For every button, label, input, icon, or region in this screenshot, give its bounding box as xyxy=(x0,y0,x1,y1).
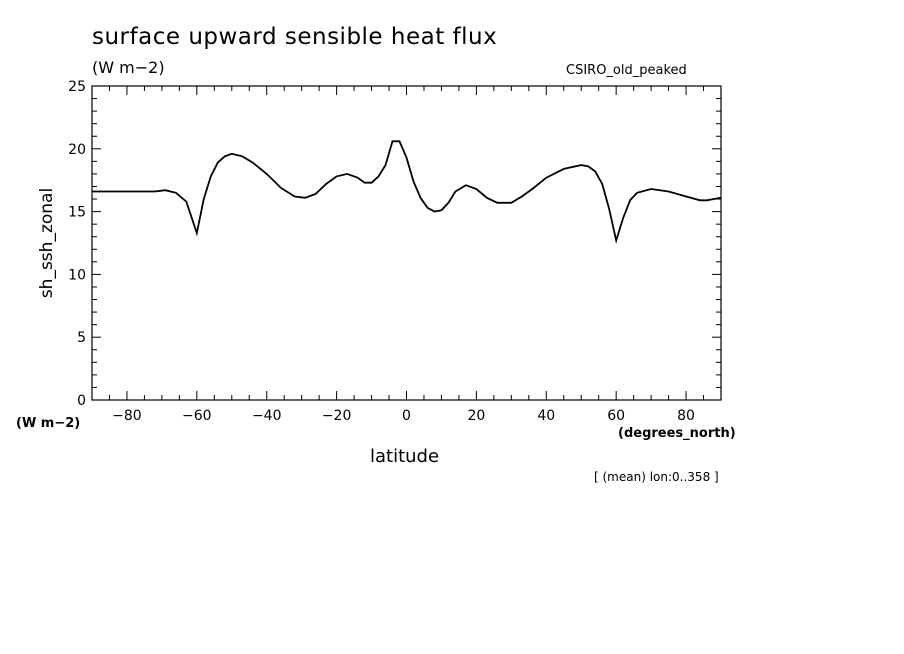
averaging-note: [ (mean) lon:0..358 ] xyxy=(594,470,719,484)
plot-frame xyxy=(91,85,722,401)
x-tick-label: −60 xyxy=(182,408,212,424)
x-axis-label: latitude xyxy=(370,446,440,467)
model-name: CSIRO_old_peaked xyxy=(566,63,687,78)
x-tick-label: −80 xyxy=(112,408,142,424)
x-tick-label: 80 xyxy=(677,408,695,424)
x-tick-label: −20 xyxy=(322,408,352,424)
axis-ticks xyxy=(91,85,722,401)
x-axis-unit: (degrees_north) xyxy=(618,426,736,441)
x-tick-label: 60 xyxy=(607,408,625,424)
x-tick-label: 0 xyxy=(402,408,411,424)
y-tick-label: 20 xyxy=(68,142,86,158)
y-tick-label: 5 xyxy=(77,330,86,346)
x-tick-label: −40 xyxy=(252,408,282,424)
y-tick-label: 15 xyxy=(68,205,86,221)
x-tick-label: 20 xyxy=(467,408,485,424)
y-axis-unit: (W m−2) xyxy=(16,416,81,431)
y-tick-label: 10 xyxy=(68,267,86,283)
tick-labels: −80 −60 −40 −20 0 20 40 60 80 0 5 10 15 20 25 xyxy=(68,79,695,424)
series-line xyxy=(92,140,722,244)
y-tick-label: 25 xyxy=(68,79,86,95)
y-tick-label: 0 xyxy=(77,393,86,409)
chart-units: (W m−2) xyxy=(92,58,165,77)
x-tick-label: 40 xyxy=(537,408,555,424)
chart-title: surface upward sensible heat flux xyxy=(92,24,498,50)
